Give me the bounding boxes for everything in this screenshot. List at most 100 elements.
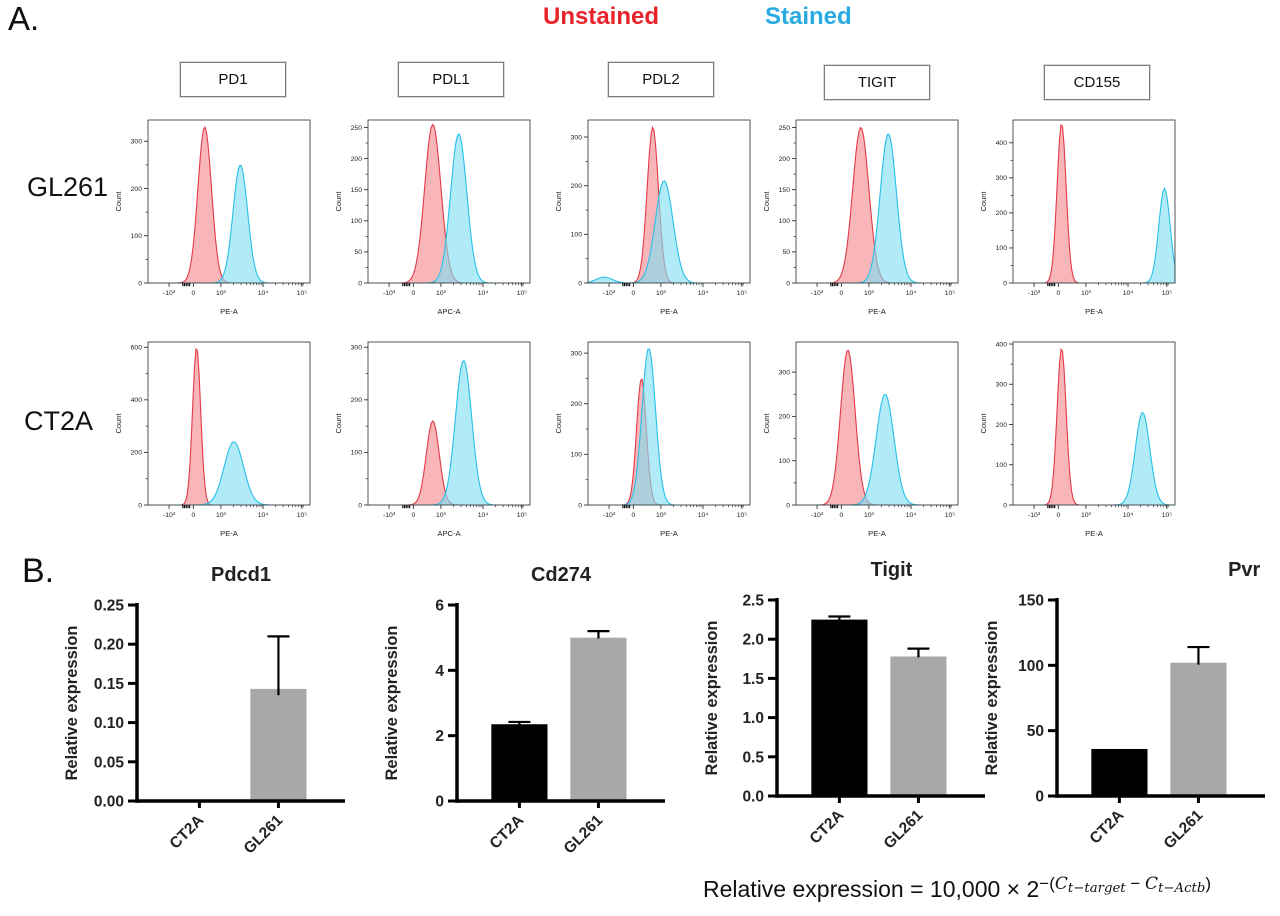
svg-text:200: 200: [131, 186, 143, 193]
svg-text:-10³: -10³: [163, 512, 176, 519]
svg-text:10³: 10³: [1081, 512, 1092, 519]
svg-text:0: 0: [191, 512, 195, 519]
svg-text:CT2A: CT2A: [487, 812, 528, 853]
hist-ct2a-tigit-svg: 0 100 200 300 Count -10³ 0 10³ 10⁴ 10⁵ PE-A: [762, 341, 959, 538]
svg-text:150: 150: [1018, 593, 1044, 610]
svg-text:10⁵: 10⁵: [1162, 512, 1173, 519]
svg-text:0: 0: [786, 502, 790, 509]
chart-title: Tigit: [870, 559, 912, 581]
y-axis: 0 100 200 300 Count: [762, 369, 796, 509]
barchart-pdcd1: Pdcd1 Relative expression 0.00 0.05 0.10 0.15…: [55, 553, 355, 863]
svg-text:10³: 10³: [436, 512, 447, 519]
x-axis: -10³ 0 10³ 10⁴ 10⁵ PE-A: [603, 505, 747, 538]
svg-text:100: 100: [779, 218, 791, 225]
svg-text:Count: Count: [554, 413, 563, 434]
svg-text:10⁴: 10⁴: [258, 290, 269, 297]
svg-text:0: 0: [631, 512, 635, 519]
stained-curve: [796, 393, 958, 506]
x-axis: -10³ 0 10³ 10⁴ 10⁵ APC-A: [383, 505, 527, 538]
histogram-ct2a-pd1: 0 200 400 600 Count -10³ 0 10³ 10⁴ 10⁵ PE-A: [106, 336, 331, 541]
svg-text:Count: Count: [334, 191, 343, 212]
hist-ct2a-pd1-svg: 0 200 400 600 Count -10³ 0 10³ 10⁴ 10⁵ PE-A: [114, 341, 311, 538]
histogram-gl261-pdl2: 0 100 200 300 Count -10³ 0 10³ 10⁴ 10⁵ PE-A: [546, 114, 771, 319]
svg-text:10³: 10³: [864, 290, 875, 297]
svg-text:300: 300: [131, 139, 143, 146]
svg-text:-10³: -10³: [603, 290, 616, 297]
unstained-curve: [1013, 123, 1175, 284]
svg-text:Count: Count: [762, 413, 771, 434]
plot-box: [1012, 341, 1176, 506]
svg-text:100: 100: [996, 462, 1008, 469]
x-axis: -10³ 0 10³ 10⁴ 10⁵ APC-A: [383, 283, 527, 316]
svg-text:200: 200: [131, 450, 143, 457]
svg-text:2.5: 2.5: [742, 593, 764, 610]
y-axis: 0 100 200 300 400 Count: [979, 140, 1013, 287]
svg-text:0: 0: [191, 290, 195, 297]
svg-text:PE-A: PE-A: [868, 307, 887, 316]
plot-box: [147, 341, 311, 506]
svg-text:10³: 10³: [216, 512, 227, 519]
x-axis: -10³ 0 10³ 10⁴ 10⁵ PE-A: [163, 505, 307, 538]
unstained-curve: [588, 377, 750, 506]
svg-text:-10³: -10³: [383, 290, 396, 297]
marker-header-cd155: CD155: [1043, 64, 1151, 101]
svg-text:300: 300: [351, 345, 363, 352]
x-axis: -10³ 0 10³ 10⁴ 10⁵ PE-A: [1028, 283, 1172, 316]
svg-text:400: 400: [996, 341, 1008, 348]
marker-header-pd1: PD1: [179, 61, 287, 98]
formula-base: Relative expression = 10,000 × 2: [703, 876, 1040, 902]
error-bar-gl261: [1187, 645, 1210, 665]
svg-text:1.0: 1.0: [742, 710, 764, 727]
bar-ct2a: [1091, 748, 1148, 796]
svg-text:200: 200: [996, 210, 1008, 217]
svg-text:0: 0: [358, 280, 362, 287]
svg-text:300: 300: [571, 134, 583, 141]
stained-curve: [368, 133, 530, 284]
svg-text:400: 400: [996, 140, 1008, 147]
svg-text:400: 400: [131, 397, 143, 404]
svg-text:10³: 10³: [656, 512, 667, 519]
stained-curve: [148, 441, 310, 506]
svg-text:200: 200: [996, 422, 1008, 429]
svg-text:100: 100: [779, 458, 791, 465]
stained-curve: [1013, 187, 1176, 284]
svg-text:CT2A: CT2A: [807, 807, 848, 848]
svg-text:600: 600: [131, 345, 143, 352]
svg-text:GL261: GL261: [561, 812, 607, 858]
svg-text:Count: Count: [979, 191, 988, 212]
error-bar-ct2a: [828, 615, 851, 620]
axes: 0 50 100 150 CT2A GL261: [1018, 593, 1265, 852]
svg-text:PE-A: PE-A: [660, 307, 679, 316]
stained-curve: [588, 348, 750, 506]
svg-text:10³: 10³: [436, 290, 447, 297]
y-axis-label: Relative expression: [983, 621, 1001, 776]
svg-text:0.0: 0.0: [742, 789, 764, 806]
svg-text:-10³: -10³: [811, 290, 824, 297]
legend-stained-label: Stained: [765, 3, 852, 30]
svg-text:-10³: -10³: [1028, 512, 1041, 519]
svg-text:250: 250: [351, 125, 363, 132]
svg-text:0: 0: [1056, 512, 1060, 519]
svg-text:Count: Count: [979, 413, 988, 434]
svg-text:GL261: GL261: [881, 807, 927, 853]
error-bar-gl261: [267, 635, 290, 696]
svg-text:10⁵: 10⁵: [737, 512, 748, 519]
histogram-ct2a-pdl2: 0 100 200 300 Count -10³ 0 10³ 10⁴ 10⁵ PE-A: [546, 336, 771, 541]
svg-text:100: 100: [571, 452, 583, 459]
svg-text:100: 100: [571, 232, 583, 239]
svg-text:0.20: 0.20: [94, 637, 124, 654]
svg-text:1.5: 1.5: [742, 671, 764, 688]
hist-gl261-pdl1-svg: 0 50 100 150 200 250 Count -10³ 0 10³ 10⁴ 10⁵ APC-A: [334, 119, 531, 316]
hist-ct2a-pdl1-svg: 0 100 200 300 Count -10³ 0 10³ 10⁴ 10⁵ APC-A: [334, 341, 531, 538]
svg-text:100: 100: [131, 233, 143, 240]
svg-text:100: 100: [351, 218, 363, 225]
svg-text:10⁵: 10⁵: [945, 290, 956, 297]
svg-text:50: 50: [354, 249, 362, 256]
svg-text:PE-A: PE-A: [1085, 529, 1104, 538]
relative-expression-formula: Relative expression = 10,000 × 2−(Ct−tar…: [703, 874, 1211, 903]
svg-text:10³: 10³: [656, 290, 667, 297]
svg-text:100: 100: [1018, 658, 1044, 675]
y-axis: 0 50 100 150 200 250 Count: [762, 125, 796, 287]
svg-text:300: 300: [571, 350, 583, 357]
